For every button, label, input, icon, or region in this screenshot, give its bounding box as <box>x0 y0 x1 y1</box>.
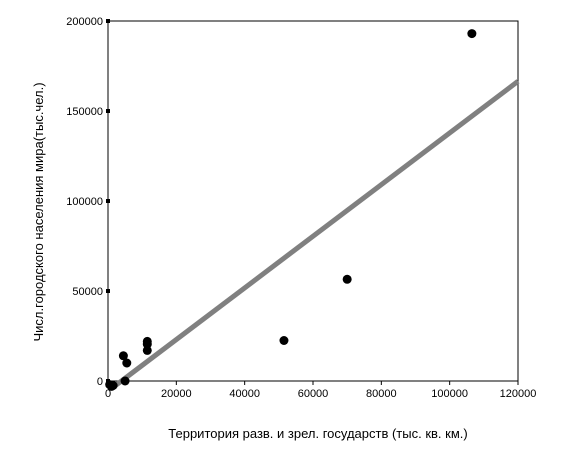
data-point <box>467 29 477 39</box>
data-point <box>142 336 152 346</box>
y-tick-mark <box>106 199 110 203</box>
fit-line <box>111 79 520 390</box>
x-axis-ticks: 0 20000 40000 60000 80000 100000 120000 <box>105 381 536 400</box>
data-point <box>118 351 128 361</box>
y-axis-ticks: 0 50000 100000 150000 200000 <box>66 16 110 388</box>
data-point <box>122 358 132 368</box>
x-tick-label: 100000 <box>431 388 468 400</box>
data-point <box>342 274 352 284</box>
y-tick-label: 50000 <box>72 286 103 298</box>
x-tick-label: 40000 <box>229 388 260 400</box>
y-tick-mark <box>106 19 110 23</box>
y-tick-label: 0 <box>97 376 103 388</box>
x-tick-label: 60000 <box>298 388 329 400</box>
data-point <box>108 381 118 390</box>
y-tick-mark <box>106 289 110 293</box>
x-axis-label: Территория разв. и зрел. государств (тыс… <box>168 426 467 441</box>
y-tick-label: 100000 <box>66 196 103 208</box>
x-tick-label: 0 <box>105 388 111 400</box>
y-tick-label: 150000 <box>66 106 103 118</box>
y-tick-label: 200000 <box>66 16 103 28</box>
data-point <box>120 376 130 386</box>
y-axis-label: Числ.городского населения мира(тыс.чел.) <box>31 82 46 341</box>
points-layer <box>105 29 477 391</box>
data-point <box>142 345 152 355</box>
x-tick-label: 120000 <box>500 388 537 400</box>
y-tick-mark <box>106 109 110 113</box>
x-tick-label: 80000 <box>366 388 397 400</box>
data-point <box>279 336 289 345</box>
x-tick-label: 20000 <box>161 388 192 400</box>
plot-area <box>107 20 519 382</box>
fit-line-layer <box>111 79 520 390</box>
